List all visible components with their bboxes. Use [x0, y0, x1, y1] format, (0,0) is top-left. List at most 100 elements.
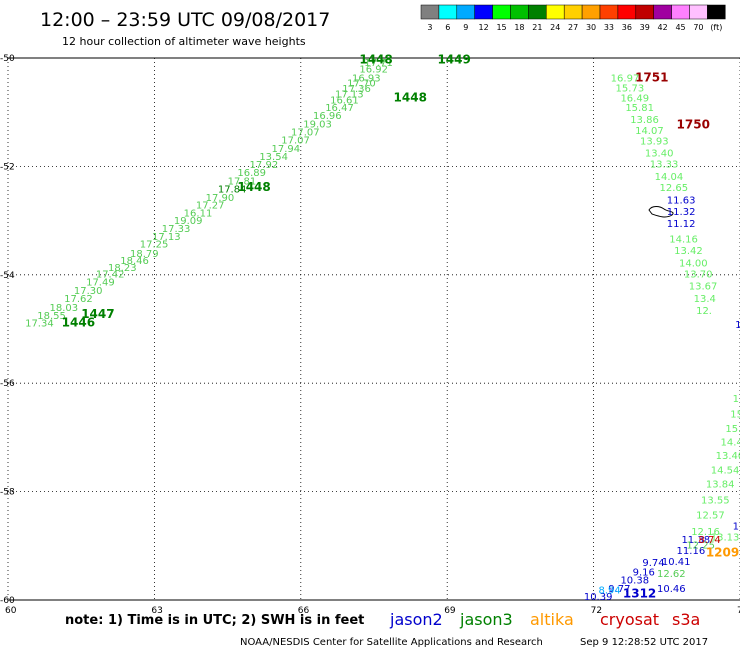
legend-s3a: s3a: [672, 610, 700, 629]
pass-time-label: 1209: [706, 546, 739, 560]
data-label: 15.3: [725, 424, 740, 435]
data-label: 13.84: [706, 479, 735, 490]
x-tick-label: 63: [151, 606, 162, 616]
colorbar-swatch: [546, 4, 565, 20]
colorbar-label: 36: [622, 23, 632, 32]
y-tick-label: -56: [0, 379, 15, 389]
colorbar-label: 30: [586, 23, 596, 32]
data-label: 14.04: [655, 172, 684, 183]
data-label: 13.93: [640, 137, 669, 148]
data-label: 15.81: [625, 103, 654, 114]
data-label: 17.94: [272, 144, 301, 155]
data-label: 9.16: [633, 568, 655, 579]
data-label: 19.09: [174, 216, 203, 227]
data-label: 17.49: [86, 278, 115, 289]
legend-jason2: jason2: [389, 610, 443, 629]
colorbar-label: 27: [568, 23, 578, 32]
data-label: 18.55: [37, 311, 66, 322]
data-points: 17.3418.5518.0317.6217.3017.4917.4218.23…: [25, 52, 740, 603]
data-label: 13.70: [684, 270, 713, 281]
data-label: 8.94: [598, 585, 620, 596]
data-label: 17.71: [364, 58, 393, 69]
colorbar-swatch: [689, 4, 708, 20]
data-label: 14.16: [669, 234, 698, 245]
plot-grid: [7, 57, 740, 601]
colorbar-label: 21: [532, 23, 542, 32]
data-label: 14.00: [679, 259, 708, 270]
colorbar-swatch: [635, 4, 654, 20]
y-tick-label: -60: [0, 596, 15, 606]
data-label: 17.33: [162, 224, 191, 235]
data-label: 19.03: [303, 119, 332, 130]
data-label: 18.23: [108, 263, 137, 274]
data-label: 17.07: [281, 136, 310, 147]
pass-time-label: 1312: [623, 586, 656, 600]
pass-time-label: 1446: [62, 315, 95, 329]
data-label: 17.84: [218, 184, 247, 195]
data-label: 13.54: [259, 152, 288, 163]
data-label: 13.4: [694, 294, 716, 305]
colorbar-swatch: [707, 4, 726, 20]
data-label: 10.46: [657, 584, 686, 595]
colorbar-swatch: [671, 4, 690, 20]
pass-time-label: 1751: [635, 70, 668, 84]
data-label: 10.38: [620, 576, 649, 587]
data-label: 16.93: [352, 73, 381, 84]
colorbar-label: 18: [514, 23, 524, 32]
data-label: 17.27: [196, 201, 225, 212]
data-label: 12.16: [691, 527, 720, 538]
colorbar-swatch: [438, 4, 458, 20]
colorbar-swatch: [510, 4, 529, 20]
x-tick-label: 69: [444, 606, 456, 616]
data-label: 17.42: [96, 270, 125, 281]
data-label: 8.74: [699, 535, 721, 546]
colorbar-label: 3: [427, 23, 432, 32]
data-label: 13.40: [716, 451, 740, 462]
data-label: 12.62: [657, 569, 686, 580]
data-label: 1: [735, 320, 740, 331]
x-tick-label: 60: [5, 606, 17, 616]
data-label: 13.40: [645, 149, 674, 160]
colorbar-label: 42: [658, 23, 668, 32]
x-tick-label: 66: [298, 606, 310, 616]
island-shape: [648, 206, 674, 218]
legend-jason3: jason3: [459, 610, 513, 629]
data-label: 16.47: [325, 103, 354, 114]
data-label: 12.25: [686, 541, 715, 552]
colorbar-label: 6: [445, 23, 450, 32]
data-label: 17.62: [64, 294, 93, 305]
y-tick-label: -58: [0, 488, 15, 498]
color-scale-legend: 3 6 9 12 15 18 21 24 27 30 33 36 39 42 45 70 (ft): [420, 4, 726, 32]
data-label: 15.: [730, 409, 740, 420]
data-label: 14.07: [635, 126, 664, 137]
pass-time-label: 1449: [437, 52, 470, 66]
data-label: 10.41: [662, 557, 691, 568]
colorbar-label: 15: [496, 23, 506, 32]
credit-line: NOAA/NESDIS Center for Satellite Applica…: [240, 637, 543, 648]
data-label: 14.54: [711, 466, 740, 477]
data-label: 16.92: [359, 65, 388, 76]
data-label: 17.92: [250, 160, 279, 171]
colorbar-label: 9: [463, 23, 468, 32]
timestamp: Sep 9 12:28:52 UTC 2017: [580, 637, 708, 648]
colorbar-label: (ft): [710, 23, 722, 32]
data-label: 17.34: [25, 318, 54, 329]
data-label: 11.32: [667, 207, 696, 218]
colorbar-label: 33: [604, 23, 614, 32]
colorbar-swatch: [474, 4, 493, 20]
island-outline: [648, 206, 674, 218]
y-tick-label: -52: [0, 162, 15, 172]
colorbar-label: 12: [479, 23, 489, 32]
axis-ticks: 60 63 66 69 72 75 -50 -52 -54 -56 -58 -60: [0, 54, 740, 616]
legend-altika: altika: [530, 610, 574, 629]
colorbar-swatch: [581, 4, 601, 20]
colorbar-swatch: [528, 4, 547, 20]
colorbar-label: 39: [640, 23, 650, 32]
data-label: 13.67: [689, 281, 718, 292]
pass-time-label: 1447: [81, 307, 114, 321]
data-label: 13.13: [711, 532, 740, 543]
data-label: 18.46: [120, 256, 149, 267]
data-label: 17.25: [140, 240, 169, 251]
data-label: 12.: [696, 306, 712, 317]
